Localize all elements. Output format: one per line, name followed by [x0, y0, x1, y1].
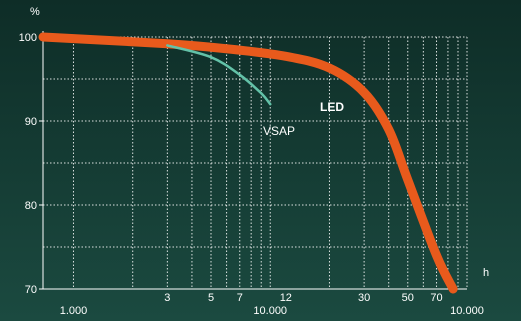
x-tick-label: 50: [402, 292, 414, 304]
series-label-vsap: VSAP: [263, 124, 295, 138]
series-line-led: [38, 32, 458, 294]
y-tick-label: 80: [25, 200, 37, 212]
x-tick-label: 12: [280, 292, 292, 304]
x-tick-label: 10.000: [450, 305, 484, 317]
grid-lines: [43, 36, 468, 289]
series-label-led: LED: [320, 100, 344, 114]
series-line-vsap: [166, 44, 272, 106]
y-tick-label: 90: [25, 116, 37, 128]
x-tick-label: 10.000: [253, 305, 287, 317]
x-tick-label: 5: [208, 292, 214, 304]
x-tick-label: 70: [430, 292, 442, 304]
x-axis-unit: h: [483, 267, 489, 279]
y-tick-label: 100: [19, 32, 37, 44]
x-tick-label: 3: [164, 292, 170, 304]
y-axis-unit: %: [30, 6, 40, 18]
y-tick-label: 70: [25, 284, 37, 296]
x-tick-label: 1.000: [60, 305, 88, 317]
x-tick-label: 30: [358, 292, 370, 304]
x-tick-label: 7: [237, 292, 243, 304]
